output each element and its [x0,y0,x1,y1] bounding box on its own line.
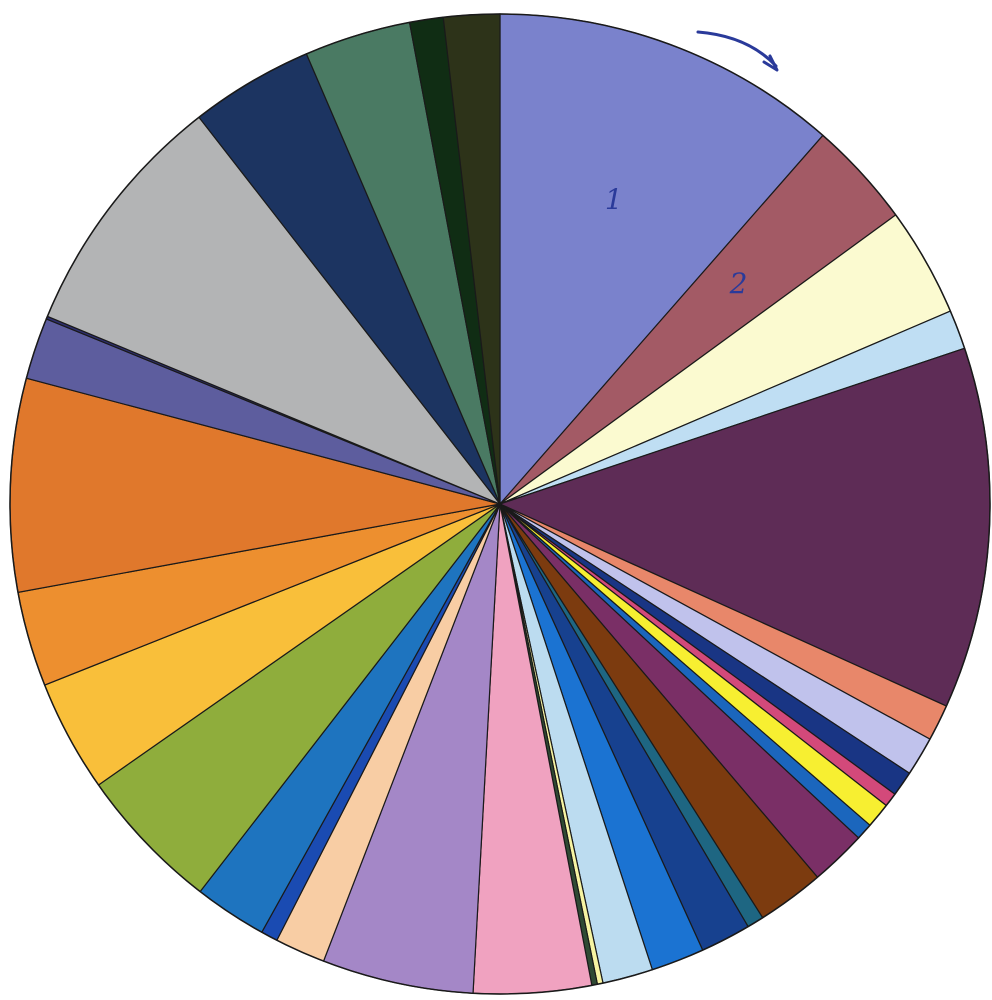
slice-label-1: 1 [605,183,623,216]
pie-outline [9,13,991,995]
slice-label-2: 2 [729,267,748,300]
clockwise-direction-arrow [696,30,778,68]
annotations [696,30,779,72]
pie-slices [9,13,991,995]
clockwise-arrow-head [762,54,779,72]
slice-labels: 12 [605,183,748,300]
